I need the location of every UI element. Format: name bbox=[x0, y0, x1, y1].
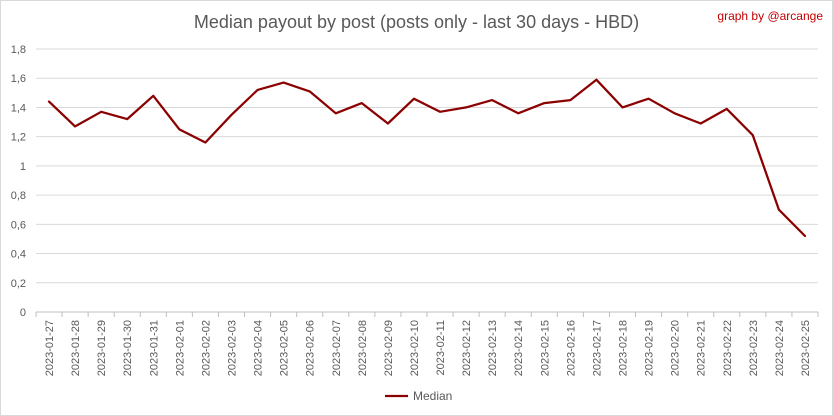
x-tick-label: 2023-02-09 bbox=[383, 320, 395, 376]
x-tick-label: 2023-02-18 bbox=[618, 320, 630, 376]
y-axis: 0 0,2 0,4 0,6 0,8 1 1,2 1,4 1,6 1,8 bbox=[11, 44, 26, 319]
x-tick-label: 2023-02-24 bbox=[774, 320, 786, 376]
legend: Median bbox=[385, 389, 452, 403]
x-tick-label: 2023-02-04 bbox=[253, 320, 265, 376]
x-tick-label: 2023-02-16 bbox=[565, 320, 577, 376]
x-tick-label: 2023-01-29 bbox=[96, 320, 108, 376]
x-tick-label: 2023-02-05 bbox=[279, 320, 291, 376]
y-tick-label: 0,4 bbox=[11, 249, 26, 261]
x-tick-label: 2023-02-19 bbox=[644, 320, 656, 376]
x-tick-label: 2023-02-21 bbox=[696, 320, 708, 376]
y-tick-label: 0 bbox=[20, 307, 26, 319]
series-layer bbox=[47, 78, 807, 238]
x-tick-label: 2023-01-30 bbox=[122, 320, 134, 376]
x-tick-label: 2023-02-13 bbox=[487, 320, 499, 376]
series-line-median bbox=[47, 78, 807, 238]
x-tick-label: 2023-02-20 bbox=[670, 320, 682, 376]
x-tick-label: 2023-02-15 bbox=[539, 320, 551, 376]
x-tick-label: 2023-02-22 bbox=[722, 320, 734, 376]
credit-text: graph by @arcange bbox=[717, 9, 823, 23]
x-tick-label: 2023-02-17 bbox=[591, 320, 603, 376]
y-tick-label: 1,8 bbox=[11, 44, 26, 56]
x-tick-label: 2023-02-23 bbox=[748, 320, 760, 376]
x-tick-label: 2023-02-03 bbox=[227, 320, 239, 376]
y-tick-label: 0,8 bbox=[11, 190, 26, 202]
y-tick-label: 1 bbox=[20, 161, 26, 173]
x-tick-label: 2023-01-31 bbox=[148, 320, 160, 376]
x-tick-label: 2023-02-14 bbox=[513, 320, 525, 376]
x-tick-label: 2023-01-27 bbox=[44, 320, 56, 376]
y-tick-label: 0,6 bbox=[11, 219, 26, 231]
y-tick-label: 1,4 bbox=[11, 102, 26, 114]
y-tick-label: 0,2 bbox=[11, 278, 26, 290]
x-tick-label: 2023-02-01 bbox=[174, 320, 186, 376]
y-tick-label: 1,2 bbox=[11, 132, 26, 144]
x-tick-label: 2023-02-12 bbox=[461, 320, 473, 376]
grid-lines bbox=[36, 48, 818, 313]
x-tick-label: 2023-01-28 bbox=[70, 320, 82, 376]
x-tick-label: 2023-02-25 bbox=[800, 320, 812, 376]
x-tick-label: 2023-02-10 bbox=[409, 320, 421, 376]
x-axis: 2023-01-27 2023-01-28 2023-01-29 2023-01-30… bbox=[35, 311, 819, 376]
x-tick-label: 2023-02-08 bbox=[357, 320, 369, 376]
chart-title: Median payout by post (posts only - last… bbox=[193, 12, 640, 32]
y-tick-label: 1,6 bbox=[11, 73, 26, 85]
x-tick-label: 2023-02-06 bbox=[305, 320, 317, 376]
legend-label: Median bbox=[413, 389, 452, 403]
x-tick-label: 2023-02-02 bbox=[200, 320, 212, 376]
x-tick-label: 2023-02-07 bbox=[331, 320, 343, 376]
x-tick-label: 2023-02-11 bbox=[435, 320, 447, 375]
